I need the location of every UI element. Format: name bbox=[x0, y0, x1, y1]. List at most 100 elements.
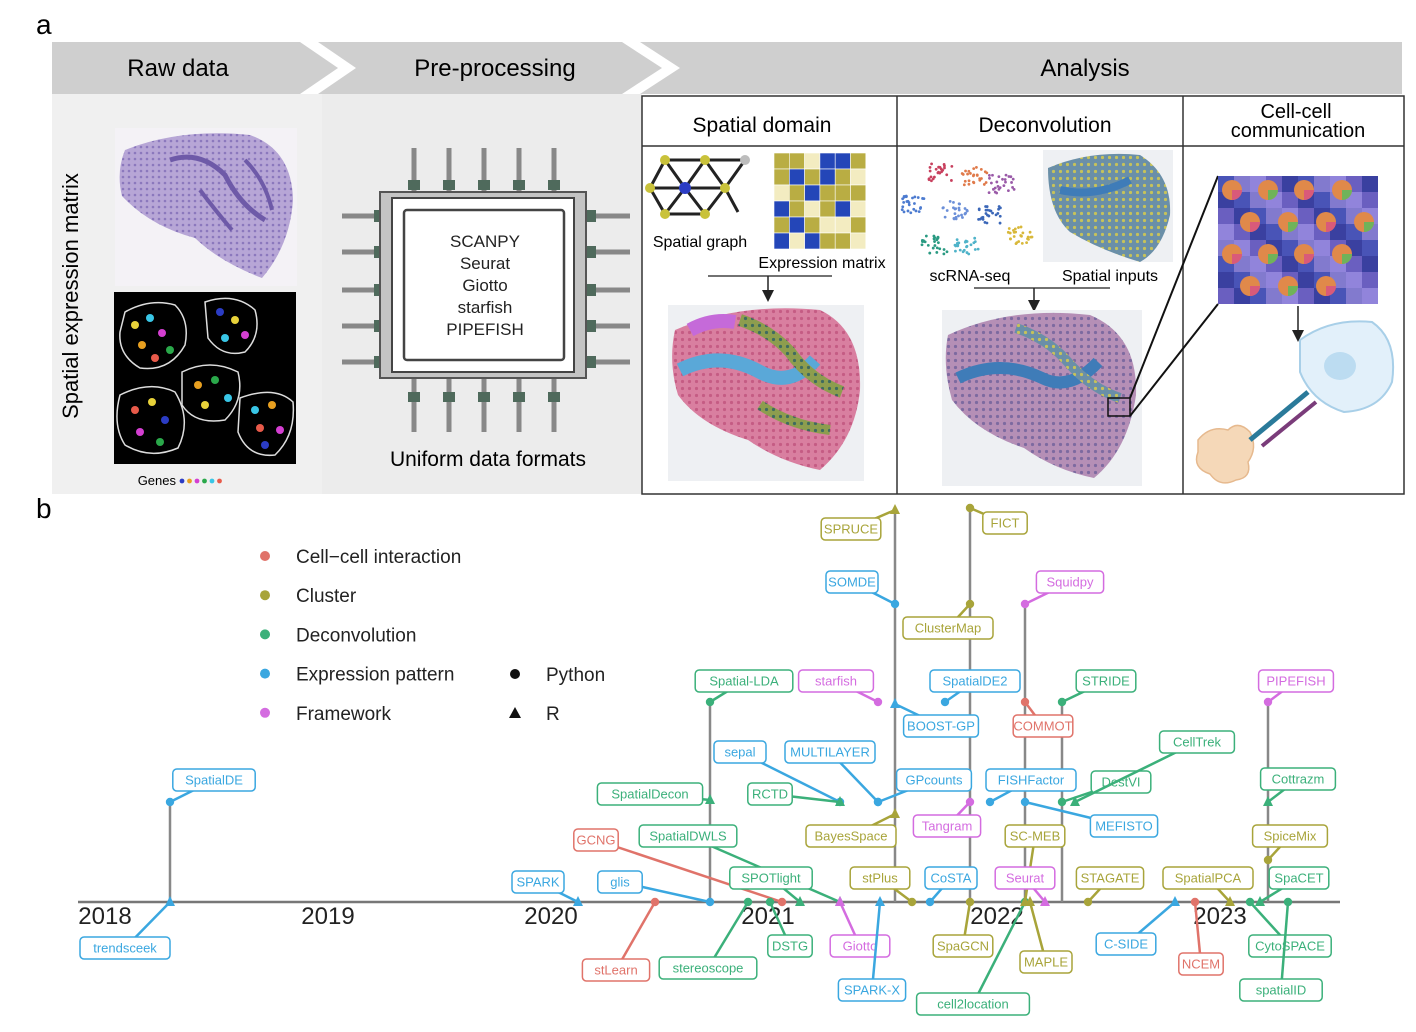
stage-preprocessing: Pre-processing bbox=[414, 55, 575, 82]
method-label-box bbox=[1162, 866, 1254, 890]
spatial-graph-label: Spatial graph bbox=[653, 234, 747, 251]
method-label-box bbox=[1075, 669, 1137, 693]
method-label: stPlus bbox=[862, 871, 898, 886]
method-label-box bbox=[784, 740, 876, 764]
method-label: SC-MEB bbox=[1010, 829, 1061, 844]
method-marker bbox=[705, 794, 715, 804]
method-marker bbox=[907, 897, 917, 907]
method-marker bbox=[705, 697, 715, 707]
gene-color-dot bbox=[209, 478, 215, 484]
method-label: SPOTlight bbox=[741, 871, 801, 886]
method-label: MULTILAYER bbox=[790, 745, 870, 760]
deconvolution-title: Deconvolution bbox=[978, 114, 1111, 137]
method-label-box bbox=[1012, 714, 1074, 738]
method-label-box bbox=[1259, 767, 1337, 791]
method-label: Squidpy bbox=[1047, 575, 1094, 590]
method-marker bbox=[1057, 697, 1067, 707]
method-label-box bbox=[1239, 978, 1323, 1002]
method-label: PIPEFISH bbox=[1266, 674, 1325, 689]
method-label: Seurat bbox=[1006, 871, 1045, 886]
method-label-box bbox=[172, 768, 256, 792]
method-label: ClusterMap bbox=[915, 621, 981, 636]
legend: Cell−cell interaction Cluster Deconvolutio… bbox=[260, 547, 605, 725]
legend-swatch bbox=[260, 668, 270, 679]
legend-shape-label: Python bbox=[546, 665, 605, 686]
method-label: DestVI bbox=[1101, 775, 1140, 790]
method-marker bbox=[743, 897, 753, 907]
deconvolution-tissue bbox=[942, 310, 1142, 486]
method-marker bbox=[765, 897, 775, 907]
method-label: RCTD bbox=[752, 787, 788, 802]
panel-a-letter: a bbox=[36, 9, 52, 40]
method-marker bbox=[890, 504, 900, 514]
spatial-inputs-tissue bbox=[1043, 150, 1173, 262]
method-label: SpatialDE2 bbox=[942, 674, 1007, 689]
method-label-box bbox=[820, 517, 882, 541]
stage-chevron-raw bbox=[52, 42, 338, 94]
method-label: NCEM bbox=[1182, 957, 1220, 972]
method-label: spatialID bbox=[1256, 983, 1307, 998]
method-label-box bbox=[902, 616, 994, 640]
method-marker bbox=[873, 797, 883, 807]
method-label: SpatialDWLS bbox=[649, 829, 727, 844]
ccc-zoom-image bbox=[1218, 176, 1378, 304]
stage-chevron-analysis bbox=[640, 42, 1402, 94]
method-label-box bbox=[915, 992, 1031, 1016]
legend-label: Cell−cell interaction bbox=[296, 547, 461, 568]
method-label-box bbox=[902, 714, 980, 738]
genes-label: Genes bbox=[138, 473, 177, 488]
method-label-box bbox=[837, 978, 907, 1002]
method-label-box bbox=[1035, 570, 1105, 594]
method-label-box bbox=[79, 936, 171, 960]
method-marker bbox=[1083, 897, 1093, 907]
method-label-box bbox=[929, 669, 1021, 693]
method-label: COMMOT bbox=[1013, 719, 1072, 734]
gene-color-dot bbox=[187, 478, 192, 484]
method-label: SPARK bbox=[516, 875, 559, 890]
method-label-box bbox=[924, 866, 978, 890]
method-marker bbox=[965, 797, 975, 807]
stage-raw-data: Raw data bbox=[127, 55, 229, 82]
spatial-domain-tissue bbox=[668, 305, 864, 481]
uniform-data-formats-label: Uniform data formats bbox=[390, 448, 586, 471]
method-label: MAPLE bbox=[1024, 955, 1068, 970]
method-label-box bbox=[1089, 814, 1159, 838]
method-marker bbox=[875, 896, 885, 906]
method-label: SpatialDE bbox=[185, 773, 243, 788]
legend-shape-label: R bbox=[546, 704, 560, 725]
method-label: CoSTA bbox=[931, 871, 972, 886]
method-label-box bbox=[1257, 669, 1335, 693]
gene-color-dot bbox=[179, 478, 185, 484]
method-label: SPARK-X bbox=[844, 983, 900, 998]
spatial-graph-nodes bbox=[645, 155, 750, 219]
method-marker bbox=[1070, 796, 1080, 806]
method-label: SpaCET bbox=[1274, 871, 1323, 886]
chip-tool-name: PIPEFISH bbox=[446, 320, 523, 339]
method-label: BOOST-GP bbox=[907, 719, 975, 734]
method-label: glis bbox=[610, 875, 630, 890]
method-marker bbox=[1245, 897, 1255, 907]
year-label: 2020 bbox=[524, 903, 577, 930]
method-marker bbox=[835, 796, 845, 806]
method-label: SpatialDecon bbox=[611, 787, 688, 802]
method-marker bbox=[1263, 796, 1273, 806]
method-label-box bbox=[1251, 824, 1329, 848]
method-marker bbox=[940, 697, 950, 707]
method-marker bbox=[1020, 697, 1030, 707]
method-marker bbox=[650, 897, 660, 907]
chip-tool-name: SCANPY bbox=[450, 232, 520, 251]
method-label-box bbox=[713, 740, 767, 764]
chip-tool-name: starfish bbox=[458, 298, 513, 317]
method-label-box bbox=[658, 956, 758, 980]
method-label-box bbox=[581, 958, 651, 982]
method-label-box bbox=[1178, 952, 1224, 976]
method-marker bbox=[835, 896, 845, 906]
method-label: cell2location bbox=[937, 997, 1009, 1012]
method-label: GCNG bbox=[577, 833, 616, 848]
method-label: stereoscope bbox=[673, 961, 744, 976]
chip-tool-name: Giotto bbox=[462, 276, 507, 295]
method-marker bbox=[1190, 897, 1200, 907]
method-marker bbox=[890, 698, 900, 708]
chip-tool-name: Seurat bbox=[460, 254, 510, 273]
